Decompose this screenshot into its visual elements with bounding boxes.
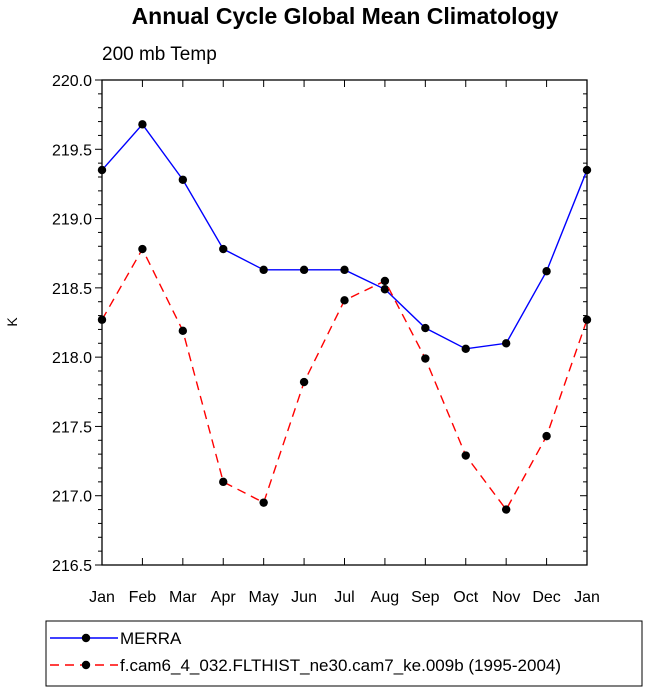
legend: MERRA f.cam6_4_032.FLTHIST_ne30.cam7_ke.0… xyxy=(45,620,643,687)
series-2-point xyxy=(178,326,188,336)
series-1-point xyxy=(542,267,551,276)
series-layer xyxy=(97,120,592,514)
series-1-point xyxy=(178,175,188,184)
series-1-point xyxy=(421,323,430,333)
series-2-point xyxy=(582,315,592,324)
x-tick-label: Jul xyxy=(334,589,354,606)
series-1-point xyxy=(461,344,470,354)
series-1-point xyxy=(501,339,511,348)
series-2-point xyxy=(461,451,470,460)
x-tick-label: Apr xyxy=(211,589,237,606)
series-2-point xyxy=(219,477,228,487)
series-line-2 xyxy=(101,247,588,511)
x-tick-label: Feb xyxy=(129,589,157,606)
legend-marker-1 xyxy=(81,633,91,643)
y-tick-label: 217.0 xyxy=(52,489,92,506)
x-tick-label: Oct xyxy=(453,589,478,606)
series-2-point xyxy=(501,505,511,514)
axis-ticks: Jan Feb Mar Apr May Jun Jul Aug Sep Oct Nov Dec Jan 2… xyxy=(52,73,600,606)
series-2-point xyxy=(542,431,551,441)
x-tick-label: Aug xyxy=(371,589,399,606)
series-2-point xyxy=(421,354,430,363)
series-1-point xyxy=(380,285,390,294)
series-2-point xyxy=(259,498,268,507)
series-1-point xyxy=(582,165,592,175)
legend-box xyxy=(45,620,643,687)
series-1-point xyxy=(299,265,309,275)
y-tick-label: 218.0 xyxy=(52,350,92,367)
chart-subtitle: 200 mb Temp xyxy=(102,44,217,65)
series-1-point xyxy=(138,120,147,129)
series-2-point xyxy=(299,377,309,387)
y-tick-label: 219.5 xyxy=(52,142,92,159)
x-tick-label: Nov xyxy=(492,589,520,606)
series-2-point xyxy=(138,244,147,254)
plot-frame xyxy=(101,79,588,566)
y-axis-label: K xyxy=(4,317,20,327)
legend-marker-2 xyxy=(81,660,91,670)
y-tick-label: 219.0 xyxy=(52,212,92,229)
series-2-point xyxy=(380,276,390,286)
series-1-point xyxy=(97,165,107,175)
series-1-point xyxy=(219,244,228,254)
x-tick-label: Sep xyxy=(411,589,440,606)
x-tick-label: Jan xyxy=(574,589,600,606)
y-tick-label: 218.5 xyxy=(52,281,92,298)
series-2-point xyxy=(97,315,107,324)
series-2-point xyxy=(340,296,349,305)
y-tick-label: 216.5 xyxy=(52,558,92,575)
legend-label-2: f.cam6_4_032.FLTHIST_ne30.cam7_ke.009b (… xyxy=(120,656,561,675)
x-tick-label: Jun xyxy=(291,589,317,606)
series-1-point xyxy=(259,265,268,275)
chart-title: Annual Cycle Global Mean Climatology xyxy=(132,3,559,29)
legend-label-1: MERRA xyxy=(120,629,182,648)
x-tick-label: May xyxy=(249,589,279,606)
y-tick-label: 217.5 xyxy=(52,419,92,436)
y-tick-label: 220.0 xyxy=(52,73,92,90)
x-tick-label: Mar xyxy=(169,589,197,606)
series-1-point xyxy=(340,265,349,275)
x-tick-label: Jan xyxy=(89,589,115,606)
x-tick-label: Dec xyxy=(532,589,560,606)
